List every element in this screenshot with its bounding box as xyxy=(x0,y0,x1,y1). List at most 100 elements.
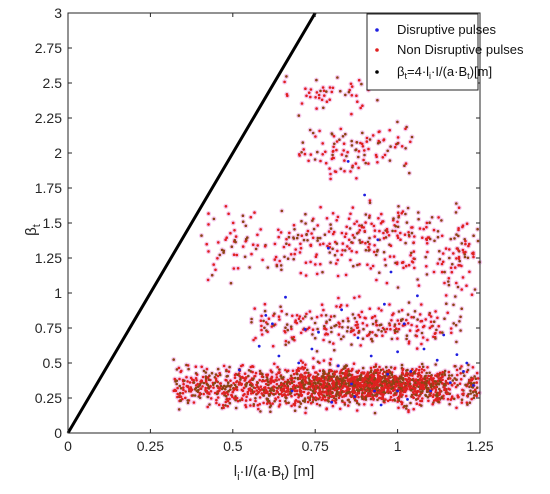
non-disruptive-point xyxy=(341,399,344,403)
non-disruptive-point xyxy=(386,390,389,394)
non-disruptive-point xyxy=(225,375,228,378)
non-disruptive-point xyxy=(202,392,205,396)
non-disruptive-point xyxy=(272,389,276,393)
non-disruptive-point xyxy=(303,371,307,375)
non-disruptive-point xyxy=(268,401,272,405)
non-disruptive-point xyxy=(427,399,430,403)
non-disruptive-point xyxy=(235,388,239,392)
non-disruptive-point xyxy=(252,403,256,406)
non-disruptive-point xyxy=(194,365,198,369)
non-disruptive-point xyxy=(276,365,279,369)
non-disruptive-point xyxy=(304,411,307,415)
non-disruptive-point xyxy=(376,398,379,402)
non-disruptive-point xyxy=(177,366,181,370)
non-disruptive-point xyxy=(210,371,214,375)
non-disruptive-point xyxy=(328,391,332,394)
non-disruptive-point xyxy=(396,396,400,400)
non-disruptive-point xyxy=(469,392,473,395)
non-disruptive-point xyxy=(317,391,321,395)
non-disruptive-point xyxy=(222,364,226,368)
non-disruptive-point xyxy=(475,371,479,375)
non-disruptive-point xyxy=(273,362,276,366)
non-disruptive-point xyxy=(253,374,257,378)
non-disruptive-point xyxy=(191,394,195,397)
non-disruptive-point xyxy=(422,369,426,372)
non-disruptive-point xyxy=(453,382,456,385)
non-disruptive-point xyxy=(297,369,301,373)
non-disruptive-point xyxy=(433,380,437,383)
non-disruptive-point xyxy=(356,371,359,375)
non-disruptive-point xyxy=(215,398,218,402)
non-disruptive-point xyxy=(244,384,248,388)
non-disruptive-point xyxy=(262,394,266,397)
non-disruptive-point xyxy=(427,374,430,378)
non-disruptive-point xyxy=(240,383,243,387)
non-disruptive-point xyxy=(311,386,315,389)
non-disruptive-point xyxy=(385,380,388,383)
non-disruptive-point xyxy=(456,373,459,377)
non-disruptive-point xyxy=(460,398,464,402)
non-disruptive-point xyxy=(179,387,183,390)
non-disruptive-point xyxy=(464,383,467,387)
non-disruptive-point xyxy=(459,372,463,375)
non-disruptive-point xyxy=(473,375,476,378)
non-disruptive-point xyxy=(324,390,328,393)
non-disruptive-point xyxy=(374,365,378,368)
non-disruptive-point xyxy=(459,378,463,381)
non-disruptive-point xyxy=(327,400,331,403)
non-disruptive-point xyxy=(271,380,274,383)
non-disruptive-point xyxy=(182,386,185,389)
non-disruptive-point xyxy=(303,378,307,382)
non-disruptive-point xyxy=(420,362,424,366)
non-disruptive-point xyxy=(240,388,244,392)
non-disruptive-point xyxy=(249,404,252,407)
non-disruptive-point xyxy=(283,380,287,384)
non-disruptive-point xyxy=(473,394,476,397)
non-disruptive-point xyxy=(324,398,328,402)
non-disruptive-point xyxy=(269,410,272,414)
non-disruptive-point xyxy=(460,401,464,404)
non-disruptive-point xyxy=(189,376,193,380)
non-disruptive-point xyxy=(309,401,313,405)
non-disruptive-point xyxy=(426,366,429,369)
non-disruptive-point xyxy=(201,375,205,379)
non-disruptive-point xyxy=(296,400,300,403)
non-disruptive-point xyxy=(286,369,290,373)
non-disruptive-point xyxy=(209,390,213,393)
non-disruptive-point xyxy=(318,404,322,407)
non-disruptive-point xyxy=(272,393,276,396)
non-disruptive-point xyxy=(448,402,451,406)
non-disruptive-point xyxy=(249,365,253,369)
non-disruptive-point xyxy=(226,404,229,408)
non-disruptive-point xyxy=(329,358,333,361)
non-disruptive-point xyxy=(290,394,293,398)
non-disruptive-point xyxy=(215,392,219,396)
non-disruptive-point xyxy=(199,380,202,384)
non-disruptive-point xyxy=(265,402,269,405)
non-disruptive-point xyxy=(350,368,354,372)
non-disruptive-point xyxy=(287,401,290,405)
non-disruptive-point xyxy=(302,390,306,394)
non-disruptive-point xyxy=(369,370,373,374)
non-disruptive-point xyxy=(357,403,361,406)
non-disruptive-point xyxy=(246,392,250,396)
non-disruptive-point xyxy=(275,376,279,379)
non-disruptive-point xyxy=(405,379,409,383)
non-disruptive-point xyxy=(397,377,401,380)
non-disruptive-point xyxy=(243,378,247,382)
non-disruptive-point xyxy=(182,388,185,392)
non-disruptive-point xyxy=(431,395,435,399)
non-disruptive-point xyxy=(431,377,435,381)
non-disruptive-point xyxy=(333,399,337,403)
non-disruptive-point xyxy=(307,385,311,389)
non-disruptive-point xyxy=(407,376,411,380)
non-disruptive-point xyxy=(295,389,299,393)
non-disruptive-point xyxy=(338,393,342,396)
non-disruptive-point xyxy=(186,399,189,402)
non-disruptive-point xyxy=(247,387,251,391)
non-disruptive-point xyxy=(357,395,360,399)
non-disruptive-point xyxy=(233,373,237,377)
non-disruptive-point xyxy=(314,389,317,393)
non-disruptive-point xyxy=(244,376,248,379)
non-disruptive-point xyxy=(361,391,365,394)
